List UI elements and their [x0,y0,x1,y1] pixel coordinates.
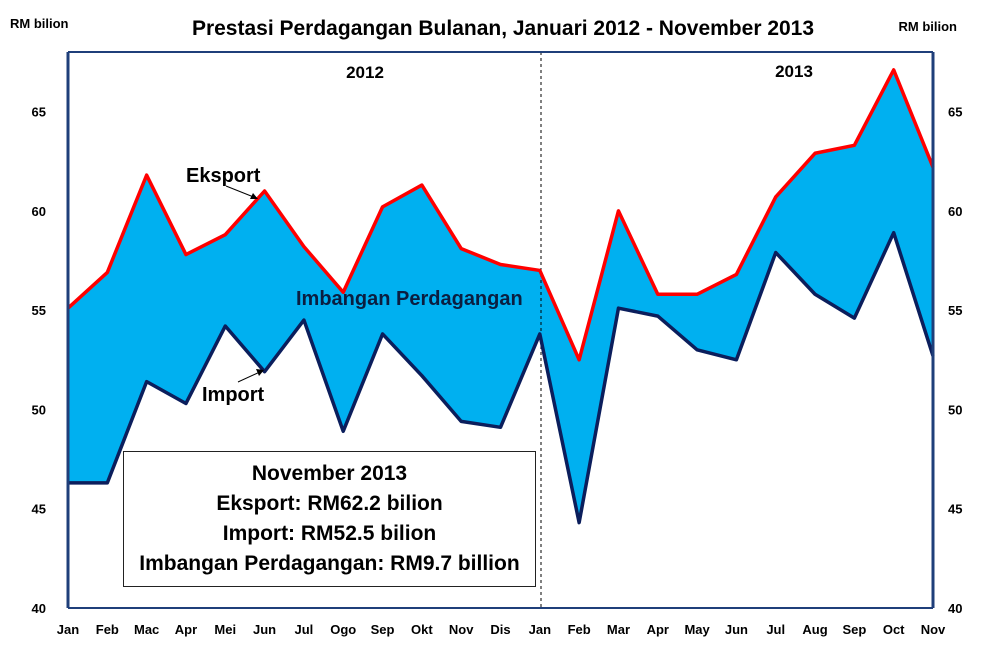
y-tick-label-right: 55 [948,303,962,318]
balance-annotation: Imbangan Perdagangan [296,288,523,310]
x-tick-label: Dis [490,622,510,637]
export-series-line [66,68,935,362]
x-axis-ticks: Jan Feb Mac Apr Mei Jun Jul Ogo Sep Okt Nov Dis Jan F… [57,622,946,637]
x-tick-label: Jul [295,622,314,637]
x-tick-label: Sep [842,622,866,637]
x-tick-label: Feb [96,622,119,637]
x-tick-label: May [684,622,710,637]
x-tick-label: Mei [214,622,236,637]
x-tick-label: Jun [725,622,748,637]
x-tick-label: Jan [57,622,79,637]
y-tick-label-right: 60 [948,204,962,219]
x-tick-label: Mac [134,622,159,637]
summary-import: Import: RM52.5 bilion [222,522,437,545]
x-tick-label: Jan [529,622,551,637]
summary-export: Eksport: RM62.2 bilion [216,492,443,515]
y-axis-left-ticks: 40 45 50 55 60 65 [32,105,46,616]
y-tick-label-left: 65 [32,105,46,120]
y-tick-label-left: 60 [32,204,46,219]
summary-period: November 2013 [251,462,408,485]
x-tick-label: Aug [802,622,827,637]
y-tick-label-left: 50 [32,402,46,417]
eksport-annotation: Eksport [186,165,261,187]
x-tick-label: Jul [766,622,785,637]
x-tick-label: Nov [449,622,474,637]
year-label-2012: 2012 [346,63,384,82]
chart-title: Prestasi Perdagangan Bulanan, Januari 20… [192,17,814,40]
import-arrowhead-icon [256,369,264,376]
eksport-annotation-arrow [225,185,257,199]
y-tick-label-right: 45 [948,502,962,517]
y-axis-right-label: RM bilion [899,19,958,34]
x-tick-label: Ogo [330,622,356,637]
import-series-line [68,230,935,525]
x-tick-label: Okt [411,622,433,637]
y-tick-label-left: 40 [32,601,46,616]
y-tick-label-right: 65 [948,105,962,120]
y-tick-label-left: 45 [32,502,46,517]
x-tick-label: Nov [921,622,946,637]
x-tick-label: Apr [175,622,197,637]
y-axis-left-label: RM bilion [10,16,69,31]
x-tick-label: Jun [253,622,276,637]
x-tick-label: Oct [883,622,905,637]
year-label-2013: 2013 [775,62,813,81]
x-tick-label: Apr [647,622,669,637]
summary-box: November 2013 Eksport: RM62.2 bilion Imp… [123,451,536,587]
y-tick-label-right: 50 [948,402,962,417]
x-tick-label: Feb [568,622,591,637]
x-tick-label: Mar [607,622,630,637]
x-tick-label: Sep [371,622,395,637]
import-annotation: Import [202,384,265,406]
summary-balance: Imbangan Perdagangan: RM9.7 billion [139,552,520,575]
y-tick-label-right: 40 [948,601,962,616]
y-axis-right-ticks: 40 45 50 55 60 65 [948,105,962,616]
y-tick-label-left: 55 [32,303,46,318]
eksport-arrowhead-icon [250,193,258,199]
trade-balance-area [68,69,933,523]
